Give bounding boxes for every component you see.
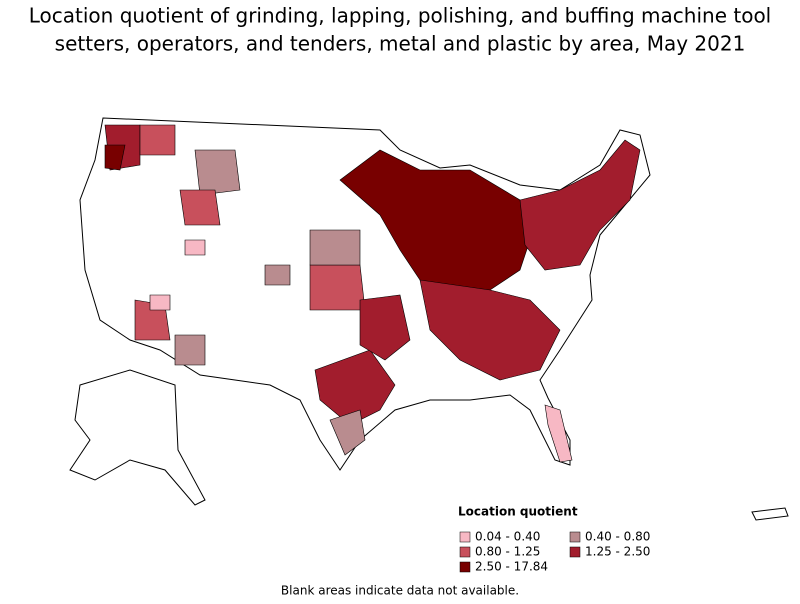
region	[309, 264, 366, 311]
legend-label: 0.40 - 0.80	[585, 530, 650, 544]
region	[184, 239, 206, 256]
region	[329, 409, 366, 456]
region	[359, 294, 411, 361]
alaska	[69, 369, 206, 506]
legend-label: 0.04 - 0.40	[475, 530, 540, 544]
legend-label: 1.25 - 2.50	[585, 545, 650, 559]
legend-title: Location quotient	[458, 505, 578, 519]
region	[174, 334, 206, 366]
title-line: Location quotient of grinding, lapping, …	[29, 4, 771, 28]
region	[194, 149, 241, 196]
title-line: setters, operators, and tenders, metal a…	[55, 32, 746, 56]
legend-label: 2.50 - 17.84	[475, 560, 548, 574]
legend-swatch	[459, 546, 471, 558]
region	[419, 279, 561, 381]
region	[519, 139, 641, 271]
region	[179, 189, 221, 226]
legend: 0.04 - 0.40 0.40 - 0.80 0.80 - 1.25 1.25 - …	[459, 530, 650, 574]
region	[139, 124, 176, 156]
region	[264, 264, 291, 286]
region	[544, 404, 573, 463]
region	[149, 294, 171, 311]
region	[104, 144, 126, 171]
legend-swatch	[569, 531, 581, 543]
region	[309, 229, 361, 266]
region	[339, 149, 531, 301]
map	[69, 117, 789, 521]
puerto-rico	[751, 507, 789, 521]
legend-swatch	[459, 561, 471, 573]
legend-swatch	[569, 546, 581, 558]
footnote: Blank areas indicate data not available.	[281, 584, 519, 598]
legend-swatch	[459, 531, 471, 543]
legend-label: 0.80 - 1.25	[475, 545, 540, 559]
